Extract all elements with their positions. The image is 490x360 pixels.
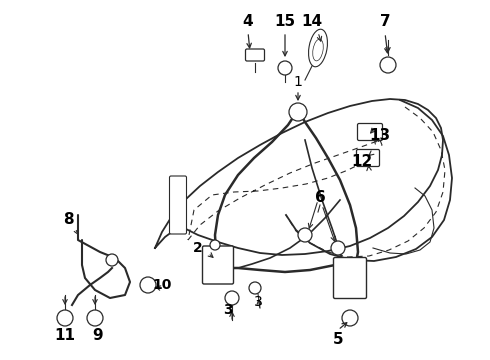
Text: 4: 4 bbox=[243, 14, 253, 30]
Circle shape bbox=[106, 254, 118, 266]
Text: 14: 14 bbox=[301, 14, 322, 30]
Text: 10: 10 bbox=[152, 278, 171, 292]
Text: 7: 7 bbox=[380, 14, 391, 30]
Circle shape bbox=[278, 61, 292, 75]
FancyBboxPatch shape bbox=[358, 123, 383, 140]
Text: 2: 2 bbox=[193, 241, 203, 255]
Text: 15: 15 bbox=[274, 14, 295, 30]
Text: 6: 6 bbox=[315, 190, 325, 206]
Circle shape bbox=[289, 103, 307, 121]
Circle shape bbox=[249, 282, 261, 294]
Text: 1: 1 bbox=[294, 75, 302, 89]
Text: 3: 3 bbox=[254, 295, 262, 309]
Text: 8: 8 bbox=[63, 212, 74, 228]
FancyBboxPatch shape bbox=[334, 257, 367, 298]
Text: 5: 5 bbox=[333, 333, 343, 347]
FancyBboxPatch shape bbox=[245, 49, 265, 61]
Circle shape bbox=[210, 240, 220, 250]
FancyBboxPatch shape bbox=[357, 149, 379, 166]
Circle shape bbox=[298, 228, 312, 242]
Text: 11: 11 bbox=[54, 328, 75, 342]
Circle shape bbox=[342, 310, 358, 326]
Text: 12: 12 bbox=[351, 154, 372, 170]
Circle shape bbox=[57, 310, 73, 326]
Ellipse shape bbox=[313, 39, 323, 61]
Circle shape bbox=[225, 291, 239, 305]
Circle shape bbox=[380, 57, 396, 73]
Circle shape bbox=[87, 310, 103, 326]
Ellipse shape bbox=[309, 29, 327, 67]
FancyBboxPatch shape bbox=[202, 246, 234, 284]
Circle shape bbox=[140, 277, 156, 293]
FancyBboxPatch shape bbox=[170, 176, 187, 234]
Text: 3: 3 bbox=[223, 303, 233, 317]
Circle shape bbox=[331, 241, 345, 255]
Text: 9: 9 bbox=[93, 328, 103, 342]
Text: 13: 13 bbox=[369, 127, 391, 143]
